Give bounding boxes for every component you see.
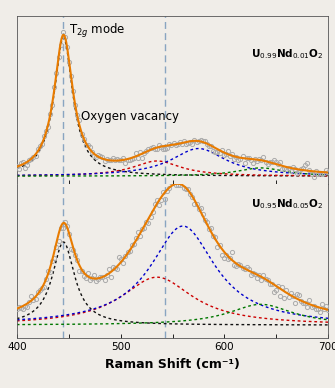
Text: Oxygen vacancy: Oxygen vacancy [81,109,179,123]
Text: T$_{2g}$ mode: T$_{2g}$ mode [69,23,125,40]
Text: U$_{0.95}$Nd$_{0.05}$O$_2$: U$_{0.95}$Nd$_{0.05}$O$_2$ [251,197,323,211]
X-axis label: Raman Shift (cm⁻¹): Raman Shift (cm⁻¹) [105,358,240,371]
Text: U$_{0.99}$Nd$_{0.01}$O$_2$: U$_{0.99}$Nd$_{0.01}$O$_2$ [251,47,323,61]
